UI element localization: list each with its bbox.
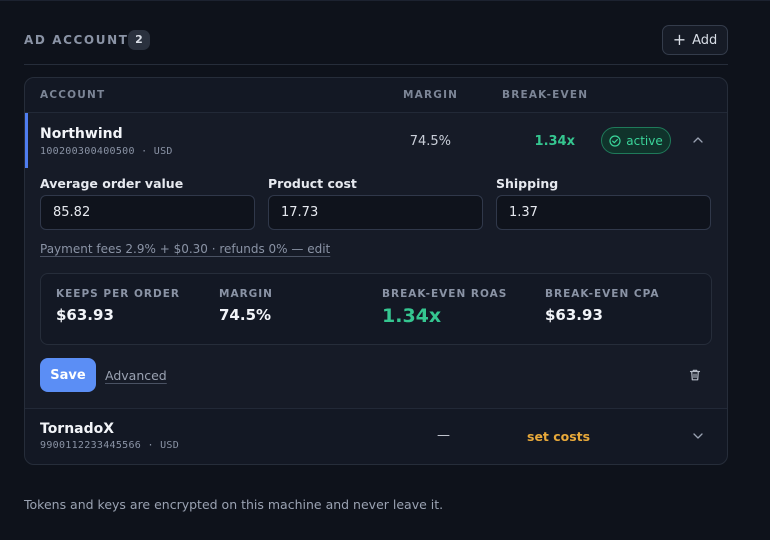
account-count-badge: 2 xyxy=(128,30,150,50)
header-divider xyxy=(25,112,727,113)
column-header-margin: MARGIN xyxy=(403,89,459,101)
chevron-up-icon[interactable] xyxy=(692,134,704,146)
row-divider xyxy=(25,408,727,409)
break-even-roas-value: 1.34x xyxy=(382,305,442,327)
account-name: TornadoX xyxy=(40,421,115,437)
product-cost-label: Product cost xyxy=(268,176,357,191)
keeps-per-order-value: $63.93 xyxy=(56,306,114,324)
average-order-value-input[interactable] xyxy=(40,195,255,230)
trash-icon[interactable] xyxy=(688,368,702,382)
chevron-down-icon[interactable] xyxy=(692,430,704,442)
status-label: active xyxy=(626,133,663,148)
section-header: AD ACCOUNTS 2 + Add xyxy=(24,25,728,65)
account-margin: 74.5% xyxy=(409,134,451,149)
save-button[interactable]: Save xyxy=(40,358,96,392)
shipping-input[interactable] xyxy=(496,195,711,230)
add-button-label: Add xyxy=(692,32,718,48)
set-costs-link[interactable]: set costs xyxy=(527,429,591,444)
margin-stat-value: 74.5% xyxy=(219,306,272,324)
add-account-button[interactable]: + Add xyxy=(662,25,728,55)
average-order-value-label: Average order value xyxy=(40,176,184,191)
account-margin: — xyxy=(437,428,450,443)
active-row-indicator xyxy=(25,113,28,168)
shipping-label: Shipping xyxy=(496,176,559,191)
plus-icon: + xyxy=(672,30,687,49)
advanced-link[interactable]: Advanced xyxy=(105,368,167,383)
break-even-cpa-label: BREAK-EVEN CPA xyxy=(545,288,660,300)
economics-summary: KEEPS PER ORDER $63.93 MARGIN 74.5% BREA… xyxy=(40,273,712,345)
payment-fees-edit-link[interactable]: Payment fees 2.9% + $0.30 · refunds 0% —… xyxy=(40,242,331,256)
account-row-northwind[interactable]: Northwind 100200300400500 · USD 74.5% 1.… xyxy=(25,113,727,408)
account-id-currency: 100200300400500 · USD xyxy=(40,146,173,157)
break-even-roas-label: BREAK-EVEN ROAS xyxy=(382,288,508,300)
product-cost-input[interactable] xyxy=(268,195,483,230)
section-title: AD ACCOUNTS xyxy=(24,33,139,47)
column-header-account: ACCOUNT xyxy=(40,89,106,101)
check-circle-icon xyxy=(609,134,621,147)
break-even-cpa-value: $63.93 xyxy=(545,306,603,324)
accounts-table: ACCOUNT MARGIN BREAK-EVEN Northwind 1002… xyxy=(24,77,728,465)
column-header-break-even: BREAK-EVEN xyxy=(502,89,589,101)
status-badge: active xyxy=(601,127,671,154)
keeps-per-order-label: KEEPS PER ORDER xyxy=(56,288,180,300)
account-id-currency: 9900112233445566 · USD xyxy=(40,440,180,451)
account-name: Northwind xyxy=(40,126,123,142)
account-break-even: 1.34x xyxy=(534,134,575,149)
margin-stat-label: MARGIN xyxy=(219,288,273,300)
encryption-note: Tokens and keys are encrypted on this ma… xyxy=(24,497,444,512)
